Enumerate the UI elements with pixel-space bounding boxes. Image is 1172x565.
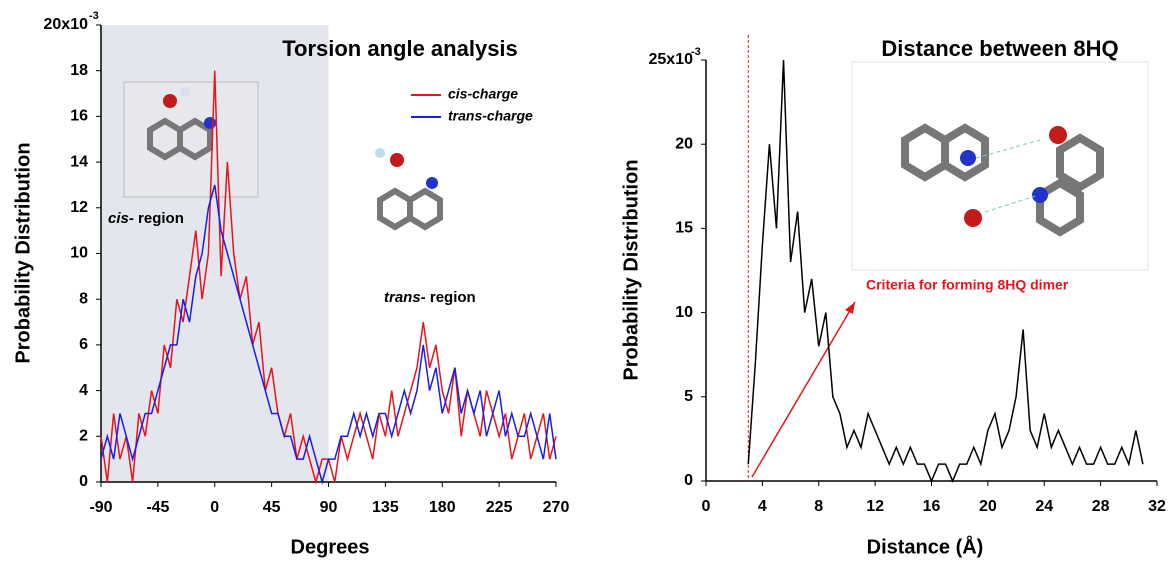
- molecule-trans: [375, 148, 443, 231]
- arrow-head: [845, 302, 855, 314]
- x-tick-label: 12: [866, 498, 884, 515]
- series-line: [747, 59, 1144, 483]
- dimer-inset: [851, 61, 1149, 271]
- ring: [1056, 133, 1104, 192]
- annotation: Criteria for forming 8HQ dimer: [866, 277, 1069, 293]
- x-tick-label: 24: [1035, 498, 1053, 515]
- y-tick-label: 25x10: [649, 51, 694, 68]
- atom-n: [426, 177, 438, 189]
- atom-o: [163, 94, 177, 108]
- x-tick-label: 45: [263, 499, 281, 516]
- region-italic: trans-: [384, 289, 426, 306]
- ring: [407, 187, 443, 231]
- y-tick-label: 0: [79, 473, 88, 490]
- ring: [941, 123, 989, 182]
- y-exponent: -3: [691, 46, 701, 58]
- x-tick-label: -90: [89, 499, 112, 516]
- x-tick-label: 0: [210, 499, 219, 516]
- y-axis-label: Probability Distribution: [12, 142, 34, 363]
- molecule-inset-cis: [123, 81, 259, 198]
- y-tick-label: 10: [70, 245, 88, 262]
- x-tick-label: -45: [146, 499, 169, 516]
- inset-box: [123, 81, 259, 198]
- x-tick-label: 0: [702, 498, 711, 515]
- h-bond: [984, 195, 1036, 213]
- x-axis-label: Degrees: [291, 536, 370, 558]
- x-tick-label: 270: [543, 499, 570, 516]
- chart-title: Torsion angle analysis: [282, 36, 518, 61]
- x-tick-label: 4: [758, 498, 767, 515]
- region-word: region: [138, 210, 184, 227]
- x-tick-label: 16: [923, 498, 941, 515]
- y-tick-label: 2: [79, 428, 88, 445]
- atom-h: [375, 148, 385, 158]
- y-tick-label: 10: [675, 304, 693, 321]
- legend-label: cis-charge: [448, 86, 518, 102]
- y-tick-label: 16: [70, 108, 88, 125]
- series-line: [100, 184, 557, 485]
- ring: [177, 117, 213, 161]
- atom-n: [1032, 187, 1048, 203]
- x-tick-label: 20: [979, 498, 997, 515]
- y-exponent: -3: [89, 10, 99, 22]
- x-tick-label: 180: [429, 499, 456, 516]
- x-tick-label: 90: [320, 499, 338, 516]
- y-axis-label: Probability Distribution: [620, 159, 642, 380]
- region-word: region: [430, 289, 476, 306]
- y-tick-label: 20: [675, 135, 693, 152]
- atom-n: [960, 150, 976, 166]
- region-label: trans- region: [384, 289, 476, 306]
- x-tick-label: 135: [372, 499, 399, 516]
- chart-title: Distance between 8HQ: [881, 36, 1118, 61]
- region-italic: cis-: [108, 210, 134, 227]
- atom-o: [964, 209, 982, 227]
- y-tick-label: 6: [79, 336, 88, 353]
- atom-n: [204, 117, 216, 129]
- y-tick-label: 4: [79, 382, 88, 399]
- annotation-arrow: [751, 301, 856, 478]
- y-tick-label: 12: [70, 199, 88, 216]
- x-tick-label: 225: [486, 499, 513, 516]
- atom-o: [1049, 126, 1067, 144]
- atom-o: [390, 153, 404, 167]
- legend-label: trans-charge: [448, 108, 533, 124]
- y-tick-label: 8: [79, 290, 88, 307]
- y-tick-label: 15: [675, 220, 693, 237]
- x-axis-label: Distance (Å): [867, 534, 984, 558]
- y-tick-label: 18: [70, 62, 88, 79]
- y-tick-label: 0: [684, 472, 693, 489]
- y-tick-label: 14: [70, 153, 88, 170]
- x-tick-label: 28: [1092, 498, 1110, 515]
- region-label: cis- region: [108, 210, 184, 227]
- ring: [377, 187, 413, 231]
- atom-h: [180, 87, 190, 97]
- y-tick-label: 20x10: [44, 16, 89, 33]
- ring: [1036, 178, 1084, 237]
- y-tick-label: 5: [684, 388, 693, 405]
- x-tick-label: 32: [1148, 498, 1166, 515]
- x-tick-label: 8: [814, 498, 823, 515]
